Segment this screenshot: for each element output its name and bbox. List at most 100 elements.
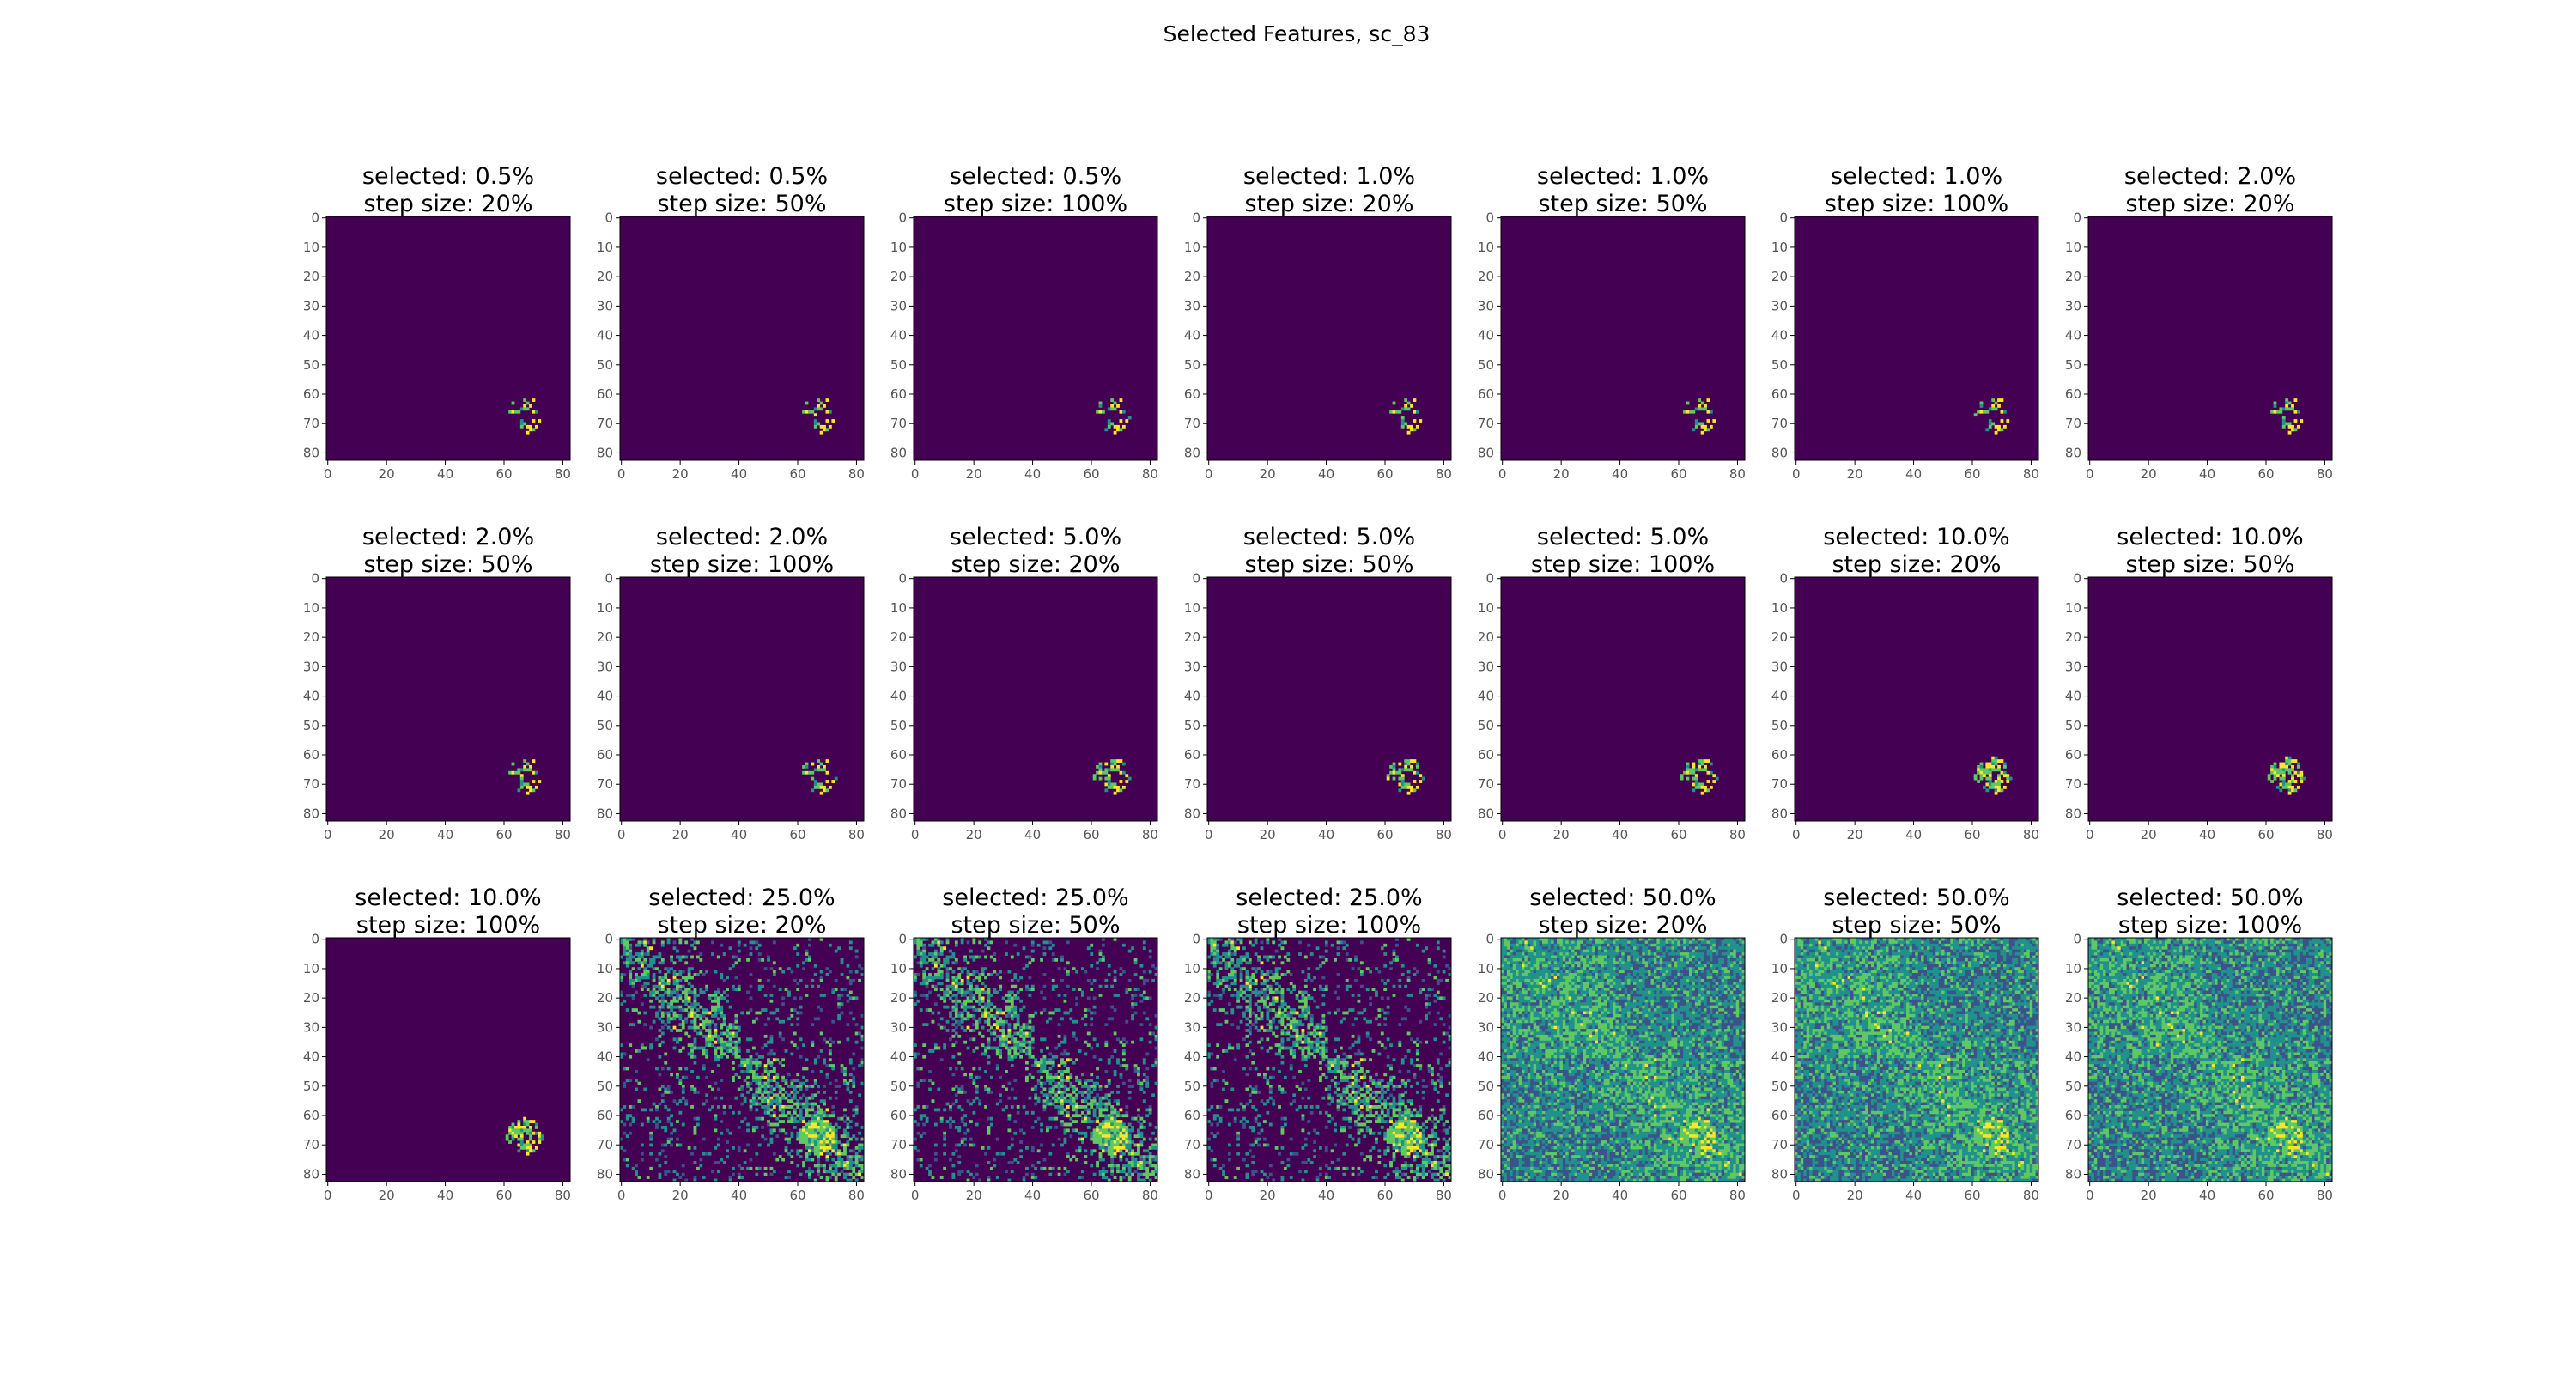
heatmap-cell — [1113, 1152, 1117, 1156]
heatmap-cell — [945, 955, 950, 959]
heatmap-cell — [666, 1116, 671, 1121]
heatmap-cell — [817, 1140, 821, 1144]
heatmap-cell — [643, 976, 647, 980]
heatmap-cell — [629, 952, 633, 956]
heatmap-cell — [511, 1131, 515, 1135]
heatmap-cell — [1315, 946, 1320, 951]
heatmap-cell — [854, 1040, 859, 1044]
heatmap-cell — [728, 1043, 732, 1047]
heatmap-cell — [1148, 1155, 1152, 1159]
heatmap-cell — [620, 1002, 623, 1006]
heatmap-cell — [732, 1049, 735, 1053]
heatmap-cell — [984, 976, 987, 980]
heatmap-cell — [1054, 1081, 1059, 1085]
heatmap-cell — [1145, 1155, 1150, 1159]
heatmap-cell — [825, 1075, 829, 1079]
heatmap-cell — [693, 973, 697, 976]
heatmap-cell — [834, 1085, 838, 1088]
heatmap-cell — [1148, 1161, 1152, 1164]
heatmap-cell — [960, 940, 964, 945]
heatmap-cell — [1107, 1134, 1111, 1139]
heatmap-cell — [1248, 940, 1252, 945]
heatmap-cell — [658, 1055, 662, 1059]
heatmap-cell — [1230, 952, 1235, 956]
heatmap-cell — [825, 1158, 829, 1162]
heatmap-cell — [1060, 1069, 1064, 1073]
heatmap-cell — [987, 1090, 991, 1094]
heatmap-cell — [1683, 770, 1686, 775]
heatmap-cell — [848, 970, 853, 974]
heatmap-cell — [658, 961, 662, 965]
heatmap-cell — [1107, 1140, 1111, 1144]
x-tick-label: 80 — [2317, 466, 2333, 482]
panel-title-selected: selected: 10.0% — [355, 885, 541, 911]
heatmap-cell — [914, 938, 917, 941]
y-tick-label: 50 — [303, 357, 319, 373]
heatmap-cell — [852, 1079, 856, 1083]
heatmap-cell — [1060, 1073, 1064, 1077]
heatmap-cell — [1137, 1176, 1140, 1179]
heatmap-cell — [1119, 1064, 1123, 1067]
heatmap-cell — [1712, 419, 1716, 423]
heatmap-cell — [999, 1075, 1003, 1079]
heatmap-cell — [931, 1099, 935, 1103]
heatmap-cell — [848, 1120, 853, 1123]
heatmap-cell — [793, 1031, 797, 1036]
heatmap-cell — [1398, 776, 1402, 781]
heatmap-cell — [666, 938, 671, 941]
heatmap-cell — [1121, 1176, 1126, 1179]
heatmap-cell — [1242, 946, 1246, 951]
heatmap-cell — [1098, 1087, 1103, 1091]
heatmap-cell — [690, 1013, 694, 1018]
heatmap-cell — [805, 401, 809, 405]
heatmap-cell — [1324, 958, 1328, 962]
heatmap-cell — [954, 961, 958, 965]
heatmap-cell — [658, 1176, 662, 1179]
y-tick-label: 10 — [597, 240, 613, 255]
heatmap-cell — [981, 990, 985, 994]
heatmap-cells — [620, 938, 865, 1182]
heatmap-cell — [852, 1155, 856, 1159]
heatmap-cell — [1060, 1017, 1064, 1021]
heatmap-cell — [1394, 943, 1399, 947]
heatmap-cell — [1988, 422, 1992, 426]
x-tick-label: 0 — [617, 1188, 626, 1203]
heatmap-cell — [957, 999, 962, 1003]
heatmap-cell — [928, 943, 932, 947]
heatmap-cell — [787, 1137, 791, 1141]
heatmap-cell — [807, 1158, 811, 1162]
heatmap-cell — [769, 967, 774, 971]
heatmap-cell — [1230, 982, 1235, 986]
heatmap-cell — [660, 988, 665, 991]
heatmap-cell — [1116, 785, 1120, 789]
heatmap-cell — [1319, 964, 1322, 968]
heatmap-cell — [852, 1052, 856, 1056]
heatmap-cell — [1154, 1155, 1158, 1159]
panel-title-step-size: step size: 20% — [951, 551, 1120, 578]
heatmap-cell — [2281, 424, 2286, 429]
heatmap-cell — [623, 940, 627, 945]
heatmap-cell — [1218, 938, 1223, 941]
heatmap-cell — [1101, 1149, 1105, 1153]
heatmap-cell — [828, 1058, 832, 1062]
heatmap-cell — [655, 990, 659, 994]
heatmap-cell — [672, 1037, 677, 1042]
heatmap-cell — [2281, 416, 2286, 420]
heatmap-cell — [635, 1069, 638, 1073]
heatmap-cell — [749, 1061, 753, 1065]
heatmap-cell — [1415, 410, 1419, 414]
heatmap-cell — [1107, 1125, 1111, 1129]
heatmap-cell — [519, 774, 524, 778]
heatmap-cell — [1227, 988, 1231, 991]
heatmap-cell — [999, 1029, 1003, 1032]
heatmap-cell — [672, 940, 677, 945]
heatmap-cell — [817, 1114, 821, 1118]
heatmap-cell — [995, 1011, 999, 1015]
heatmap-cell — [828, 1043, 832, 1047]
heatmap-cell — [811, 762, 815, 766]
heatmap-cell — [1342, 946, 1346, 951]
heatmap-cell — [726, 1043, 729, 1047]
heatmap-cell — [960, 1140, 964, 1144]
heatmap-cell — [1139, 1178, 1144, 1182]
heatmap-cell — [763, 1085, 768, 1088]
